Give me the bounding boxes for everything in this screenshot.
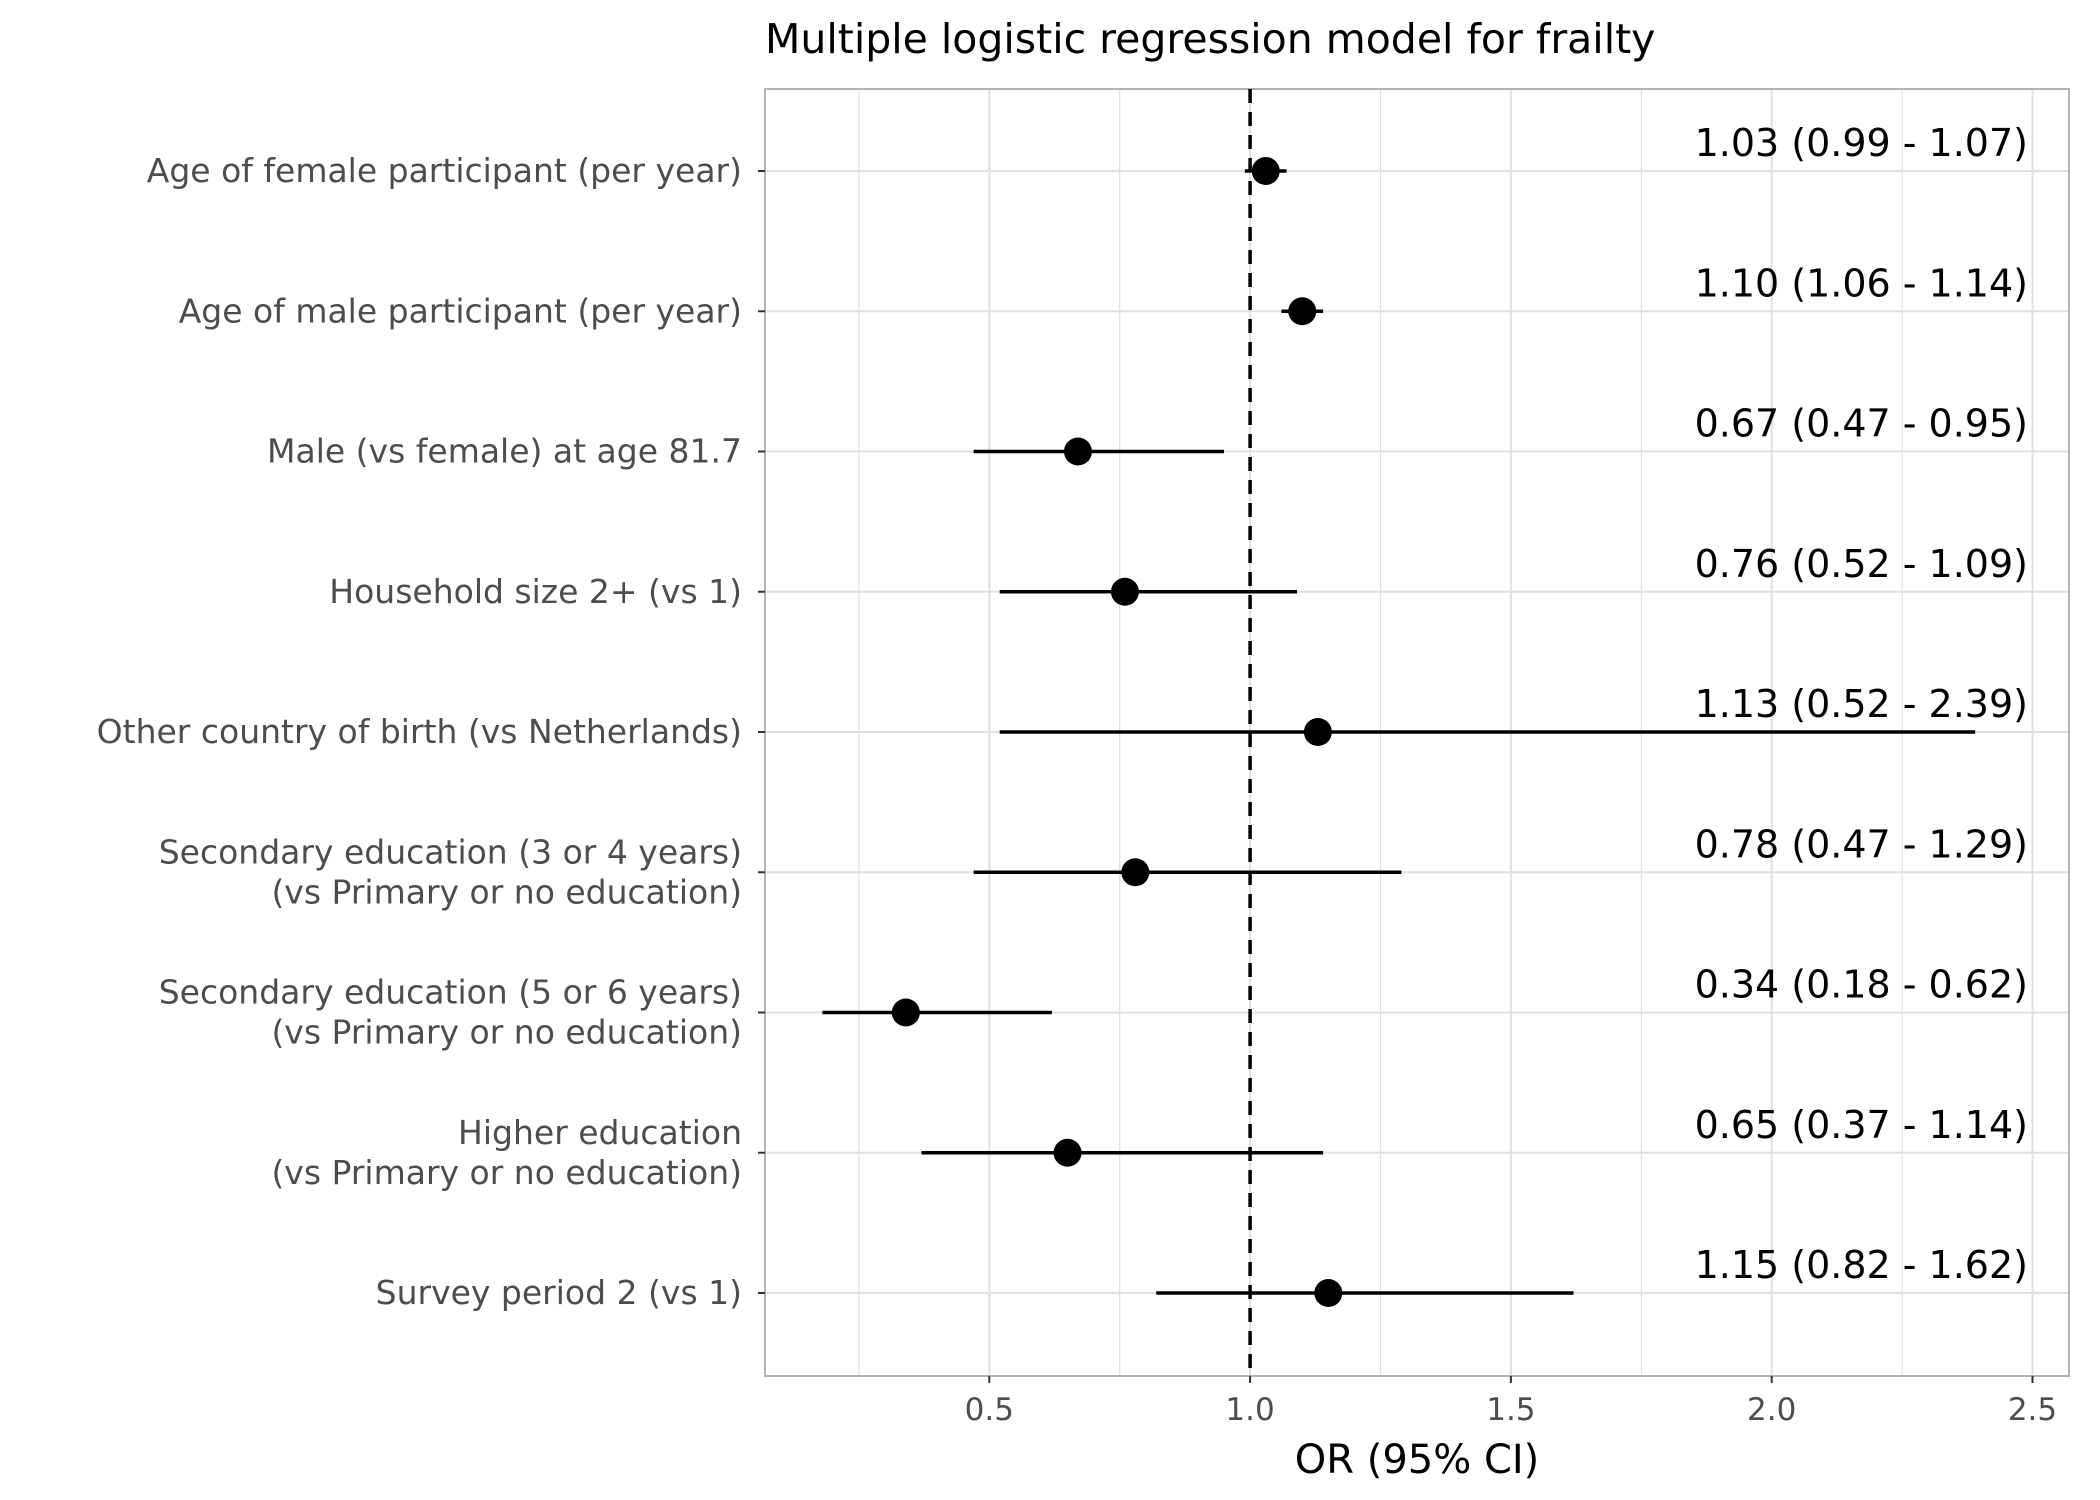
- y-axis-label-line: Age of female participant (per year): [147, 151, 742, 190]
- x-tick-label: 1.0: [1225, 1392, 1274, 1428]
- y-axis-label: Secondary education (5 or 6 years) (vs Pr…: [159, 973, 742, 1052]
- y-axis-label-line: Other country of birth (vs Netherlands): [97, 712, 742, 751]
- estimate-label: 0.76 (0.52 - 1.09): [1695, 542, 2028, 586]
- y-axis-label-line: (vs Primary or no education): [271, 1013, 742, 1052]
- point-estimate: [1121, 858, 1150, 887]
- estimate-label: 0.78 (0.47 - 1.29): [1695, 822, 2028, 866]
- y-axis-label-line: (vs Primary or no education): [271, 872, 742, 911]
- estimate-label: 1.15 (0.82 - 1.62): [1695, 1243, 2028, 1287]
- y-axis-label-line: Secondary education (3 or 4 years): [159, 832, 742, 871]
- x-tick-label: 2.0: [1747, 1392, 1796, 1428]
- point-estimate: [1110, 577, 1139, 606]
- x-axis-ticks: 0.5 1.0 1.5 2.0 2.5: [965, 1376, 2057, 1428]
- point-estimate: [1063, 437, 1092, 466]
- x-tick-label: 1.5: [1486, 1392, 1535, 1428]
- point-estimate: [1053, 1138, 1082, 1167]
- y-axis-label-line: Male (vs female) at age 81.7: [267, 432, 742, 471]
- y-axis-label-line: Higher education: [458, 1113, 742, 1152]
- y-axis-label-line: (vs Primary or no education): [271, 1153, 742, 1192]
- x-tick-label: 0.5: [965, 1392, 1014, 1428]
- y-axis-label-line: Age of male participant (per year): [179, 291, 742, 330]
- y-axis-label-line: Secondary education (5 or 6 years): [159, 973, 742, 1012]
- estimate-labels: 1.03 (0.99 - 1.07) 1.10 (1.06 - 1.14) 0.67…: [1695, 121, 2028, 1287]
- point-estimate: [1251, 157, 1280, 185]
- y-axis-label: Other country of birth (vs Netherlands): [97, 712, 742, 751]
- y-axis-label: Male (vs female) at age 81.7: [267, 432, 742, 471]
- y-axis-label: Age of female participant (per year): [147, 151, 742, 190]
- x-tick-label: 2.5: [2008, 1392, 2057, 1428]
- point-estimate: [1303, 718, 1332, 746]
- estimate-label: 0.67 (0.47 - 0.95): [1695, 402, 2028, 446]
- y-axis-label: Secondary education (3 or 4 years) (vs Pr…: [159, 832, 742, 911]
- y-axis-label-line: Household size 2+ (vs 1): [329, 572, 742, 611]
- point-estimate: [1314, 1279, 1343, 1307]
- data-marks: [822, 157, 1976, 1307]
- y-axis-labels: Age of female participant (per year) Age …: [97, 151, 765, 1312]
- y-axis-label: Higher education (vs Primary or no educat…: [271, 1113, 742, 1192]
- estimate-label: 0.65 (0.37 - 1.14): [1695, 1103, 2028, 1147]
- point-estimate: [891, 998, 920, 1027]
- y-axis-label-line: Survey period 2 (vs 1): [376, 1273, 742, 1312]
- x-axis-label: OR (95% CI): [1295, 1437, 1540, 1483]
- chart-title: Multiple logistic regression model for f…: [765, 15, 1655, 63]
- estimate-label: 1.13 (0.52 - 2.39): [1695, 682, 2028, 726]
- estimate-label: 1.10 (1.06 - 1.14): [1695, 261, 2028, 305]
- estimate-label: 0.34 (0.18 - 0.62): [1695, 963, 2028, 1007]
- y-axis-label: Household size 2+ (vs 1): [329, 572, 742, 611]
- y-axis-label: Survey period 2 (vs 1): [376, 1273, 742, 1312]
- y-axis-label: Age of male participant (per year): [179, 291, 742, 330]
- estimate-label: 1.03 (0.99 - 1.07): [1695, 121, 2028, 165]
- point-estimate: [1288, 297, 1317, 326]
